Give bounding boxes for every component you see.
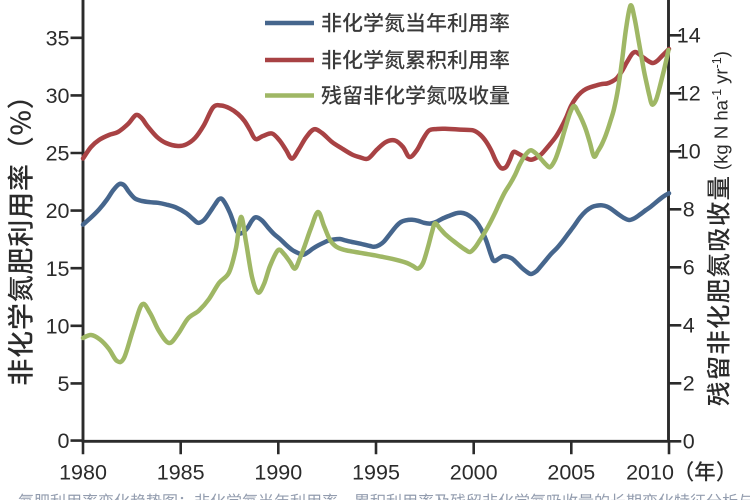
- svg-text:35: 35: [46, 26, 70, 50]
- svg-text:8: 8: [683, 197, 695, 221]
- svg-text:2: 2: [683, 371, 695, 395]
- svg-text:14: 14: [677, 23, 701, 47]
- svg-text:10: 10: [677, 139, 701, 163]
- svg-text:1995: 1995: [352, 461, 400, 485]
- svg-text:1990: 1990: [254, 461, 302, 485]
- svg-text:(kg N ha-1 yr-1): (kg N ha-1 yr-1): [710, 51, 732, 170]
- svg-text:6: 6: [683, 255, 695, 279]
- svg-text:1985: 1985: [157, 461, 205, 485]
- svg-text:30: 30: [46, 84, 70, 108]
- svg-text:25: 25: [46, 142, 70, 166]
- svg-text:4: 4: [683, 313, 695, 337]
- svg-text:20: 20: [46, 199, 70, 223]
- svg-text:5: 5: [58, 372, 70, 396]
- svg-text:2010: 2010: [626, 461, 674, 485]
- svg-text:15: 15: [46, 257, 70, 281]
- svg-text:1980: 1980: [59, 461, 107, 485]
- svg-text:0: 0: [683, 429, 695, 453]
- svg-text:10: 10: [46, 314, 70, 338]
- svg-text:0: 0: [58, 429, 70, 453]
- svg-text:12: 12: [677, 81, 701, 105]
- svg-text:2000: 2000: [450, 461, 498, 485]
- svg-text:2005: 2005: [547, 461, 595, 485]
